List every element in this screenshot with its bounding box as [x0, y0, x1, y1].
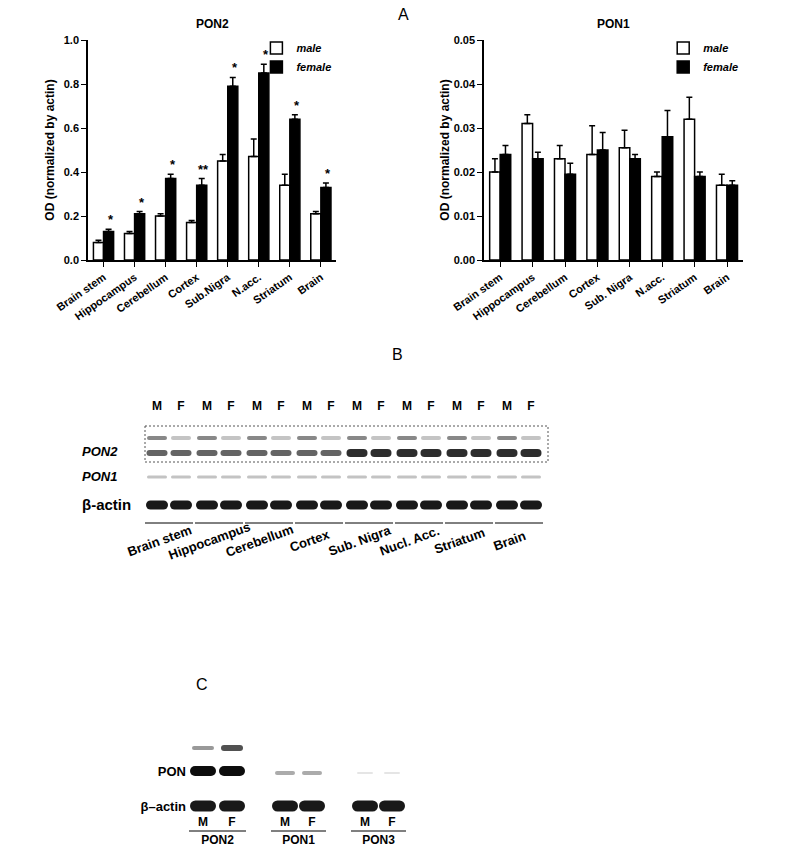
svg-text:male: male [703, 42, 728, 54]
svg-text:0.0: 0.0 [64, 254, 79, 266]
svg-text:A: A [398, 6, 409, 23]
svg-text:0.02: 0.02 [454, 166, 475, 178]
svg-text:Hippocampus: Hippocampus [470, 271, 536, 323]
svg-text:PON1: PON1 [82, 469, 117, 484]
svg-text:F: F [227, 399, 234, 413]
svg-text:PON3: PON3 [362, 833, 395, 847]
svg-text:Hippocampus: Hippocampus [167, 519, 253, 562]
svg-text:Striatum: Striatum [432, 525, 487, 557]
svg-text:Striatum: Striatum [655, 271, 699, 307]
svg-text:Cortex: Cortex [288, 526, 333, 554]
svg-text:Brain: Brain [491, 528, 527, 553]
svg-text:M: M [402, 399, 412, 413]
svg-text:F: F [527, 399, 534, 413]
svg-text:Cerebellum: Cerebellum [224, 522, 296, 560]
svg-text:OD (normalized by actin): OD (normalized by actin) [43, 79, 57, 220]
svg-text:M: M [202, 399, 212, 413]
svg-text:male: male [296, 42, 321, 54]
svg-text:0.8: 0.8 [64, 78, 79, 90]
svg-text:*: * [294, 98, 300, 113]
svg-text:**: ** [198, 162, 209, 177]
svg-text:Striatum: Striatum [251, 271, 295, 307]
svg-text:*: * [108, 212, 114, 227]
svg-text:F: F [277, 399, 284, 413]
svg-text:Brain stem: Brain stem [125, 522, 193, 559]
svg-text:C: C [196, 676, 208, 693]
svg-text:F: F [228, 815, 235, 829]
svg-text:0.00: 0.00 [454, 254, 475, 266]
svg-text:Cerebellum: Cerebellum [114, 271, 170, 315]
svg-text:Cortex: Cortex [166, 270, 202, 300]
svg-text:female: female [296, 61, 331, 73]
svg-text:β–actin: β–actin [140, 799, 186, 814]
svg-text:PON2: PON2 [201, 833, 234, 847]
svg-text:female: female [703, 61, 738, 73]
svg-text:F: F [477, 399, 484, 413]
svg-text:M: M [302, 399, 312, 413]
svg-text:PON2: PON2 [196, 17, 229, 31]
svg-text:1.0: 1.0 [64, 34, 79, 46]
svg-text:F: F [427, 399, 434, 413]
svg-text:*: * [170, 157, 176, 172]
svg-text:OD (normalized by actin): OD (normalized by actin) [438, 79, 452, 220]
svg-text:M: M [352, 399, 362, 413]
svg-text:Brain stem: Brain stem [451, 271, 505, 314]
svg-text:PON1: PON1 [597, 17, 630, 31]
svg-text:M: M [152, 399, 162, 413]
svg-text:Sub. Nigra: Sub. Nigra [582, 270, 635, 312]
svg-text:F: F [177, 399, 184, 413]
svg-text:F: F [308, 815, 315, 829]
svg-text:Cerebellum: Cerebellum [513, 271, 569, 315]
svg-text:*: * [325, 166, 331, 181]
svg-text:*: * [232, 60, 238, 75]
svg-text:Brain: Brain [295, 271, 325, 297]
svg-text:Brain: Brain [701, 271, 731, 297]
svg-text:PON: PON [158, 764, 186, 779]
svg-text:F: F [327, 399, 334, 413]
svg-text:N.acc.: N.acc. [230, 271, 263, 299]
svg-text:M: M [502, 399, 512, 413]
svg-text:F: F [388, 815, 395, 829]
svg-text:M: M [252, 399, 262, 413]
svg-text:0.4: 0.4 [64, 166, 80, 178]
svg-text:M: M [452, 399, 462, 413]
svg-text:*: * [139, 195, 145, 210]
svg-text:PON1: PON1 [282, 833, 315, 847]
svg-text:Sub.Nigra: Sub.Nigra [183, 270, 233, 310]
svg-text:0.03: 0.03 [454, 122, 475, 134]
svg-text:Nucl. Acc.: Nucl. Acc. [378, 523, 442, 558]
svg-text:Cortex: Cortex [566, 270, 602, 300]
svg-text:β-actin: β-actin [82, 496, 131, 513]
svg-text:Sub. Nigra: Sub. Nigra [326, 522, 393, 559]
svg-text:M: M [198, 815, 208, 829]
svg-text:0.2: 0.2 [64, 210, 79, 222]
svg-text:M: M [360, 815, 370, 829]
svg-text:0.04: 0.04 [454, 78, 476, 90]
svg-text:Hippocampus: Hippocampus [72, 271, 138, 323]
svg-text:Brain stem: Brain stem [54, 271, 108, 314]
svg-text:*: * [263, 47, 269, 62]
svg-text:N.acc.: N.acc. [633, 271, 666, 299]
svg-text:B: B [392, 346, 403, 363]
svg-text:0.05: 0.05 [454, 34, 475, 46]
svg-text:PON2: PON2 [82, 444, 118, 459]
svg-text:M: M [280, 815, 290, 829]
svg-text:0.01: 0.01 [454, 210, 475, 222]
svg-text:F: F [377, 399, 384, 413]
svg-text:0.6: 0.6 [64, 122, 79, 134]
